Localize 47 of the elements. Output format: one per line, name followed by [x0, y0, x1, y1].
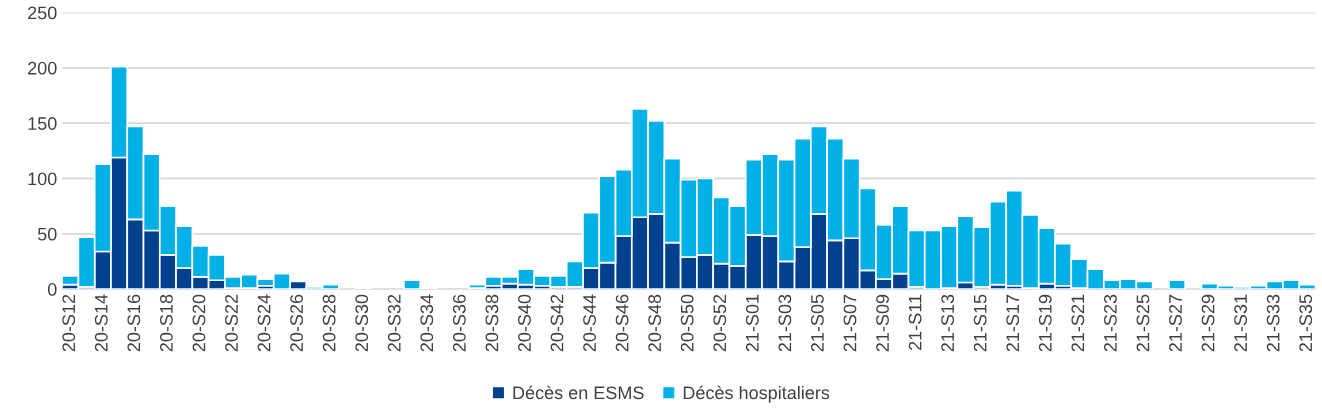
- x-tick-label: 20-S48: [648, 294, 662, 352]
- x-tick-label: 21-S13: [941, 294, 955, 352]
- x-tick-label: 20-S44: [583, 294, 596, 352]
- x-tick-label: 20-S12: [62, 294, 76, 352]
- x-tick-label: 20-S30: [355, 294, 369, 352]
- x-tick-label: 21-S17: [1006, 294, 1020, 352]
- y-tick-label: 0: [47, 283, 57, 296]
- x-tick-label: 21-S35: [1299, 294, 1313, 352]
- x-tick-label: 20-S32: [387, 294, 401, 352]
- x-tick-label: 21-S01: [745, 294, 759, 352]
- x-tick-label: 20-S38: [485, 294, 499, 352]
- x-tick-label: 20-S34: [420, 294, 434, 352]
- x-tick-label: 20-S14: [94, 294, 108, 352]
- x-tick-label: 20-S20: [192, 294, 206, 352]
- y-tick-label: 100: [28, 172, 57, 186]
- x-tick-label: 20-S40: [518, 294, 531, 352]
- x-tick-label: 20-S50: [680, 294, 694, 352]
- x-tick-label: 21-S23: [1104, 294, 1117, 352]
- legend-label: Décès hospitaliers: [683, 385, 830, 403]
- x-tick-label: 21-S03: [778, 294, 792, 352]
- x-tick-label: 20-S18: [159, 294, 173, 352]
- x-tick-label: 21-S15: [973, 294, 987, 352]
- x-tick-label: 21-S05: [811, 294, 824, 352]
- y-tick-label: 50: [37, 227, 57, 241]
- x-tick-label: 21-S25: [1136, 294, 1150, 352]
- x-tick-label: 20-S26: [290, 294, 303, 352]
- y-tick-label: 200: [28, 61, 57, 75]
- x-tick-label: 21-S29: [1201, 294, 1215, 352]
- x-tick-label: 20-S52: [713, 294, 727, 352]
- x-tick-label: 20-S42: [550, 294, 564, 352]
- x-tick-label: 20-S16: [127, 294, 141, 352]
- x-tick-label: 21-S27: [1169, 294, 1182, 352]
- x-tick-label: 21-S21: [1071, 294, 1085, 352]
- x-tick-label: 20-S36: [452, 294, 466, 352]
- x-tick-label: 21-S33: [1266, 294, 1280, 352]
- x-tick-label: 20-S28: [322, 294, 336, 352]
- x-tick-label: 20-S22: [225, 294, 238, 352]
- x-tick-label: 20-S24: [257, 294, 271, 352]
- x-tick-label: 20-S46: [615, 294, 629, 352]
- x-tick-label: 21-S11: [908, 294, 922, 350]
- x-tick-label: 21-S09: [876, 294, 889, 352]
- y-tick-label: 250: [28, 6, 57, 20]
- x-tick-label: 21-S31: [1234, 294, 1247, 352]
- x-tick-label: 21-S07: [843, 294, 857, 352]
- legend-label: Décès en ESMS: [513, 385, 644, 400]
- x-tick-label: 21-S19: [1038, 294, 1052, 352]
- y-tick-label: 150: [28, 117, 57, 130]
